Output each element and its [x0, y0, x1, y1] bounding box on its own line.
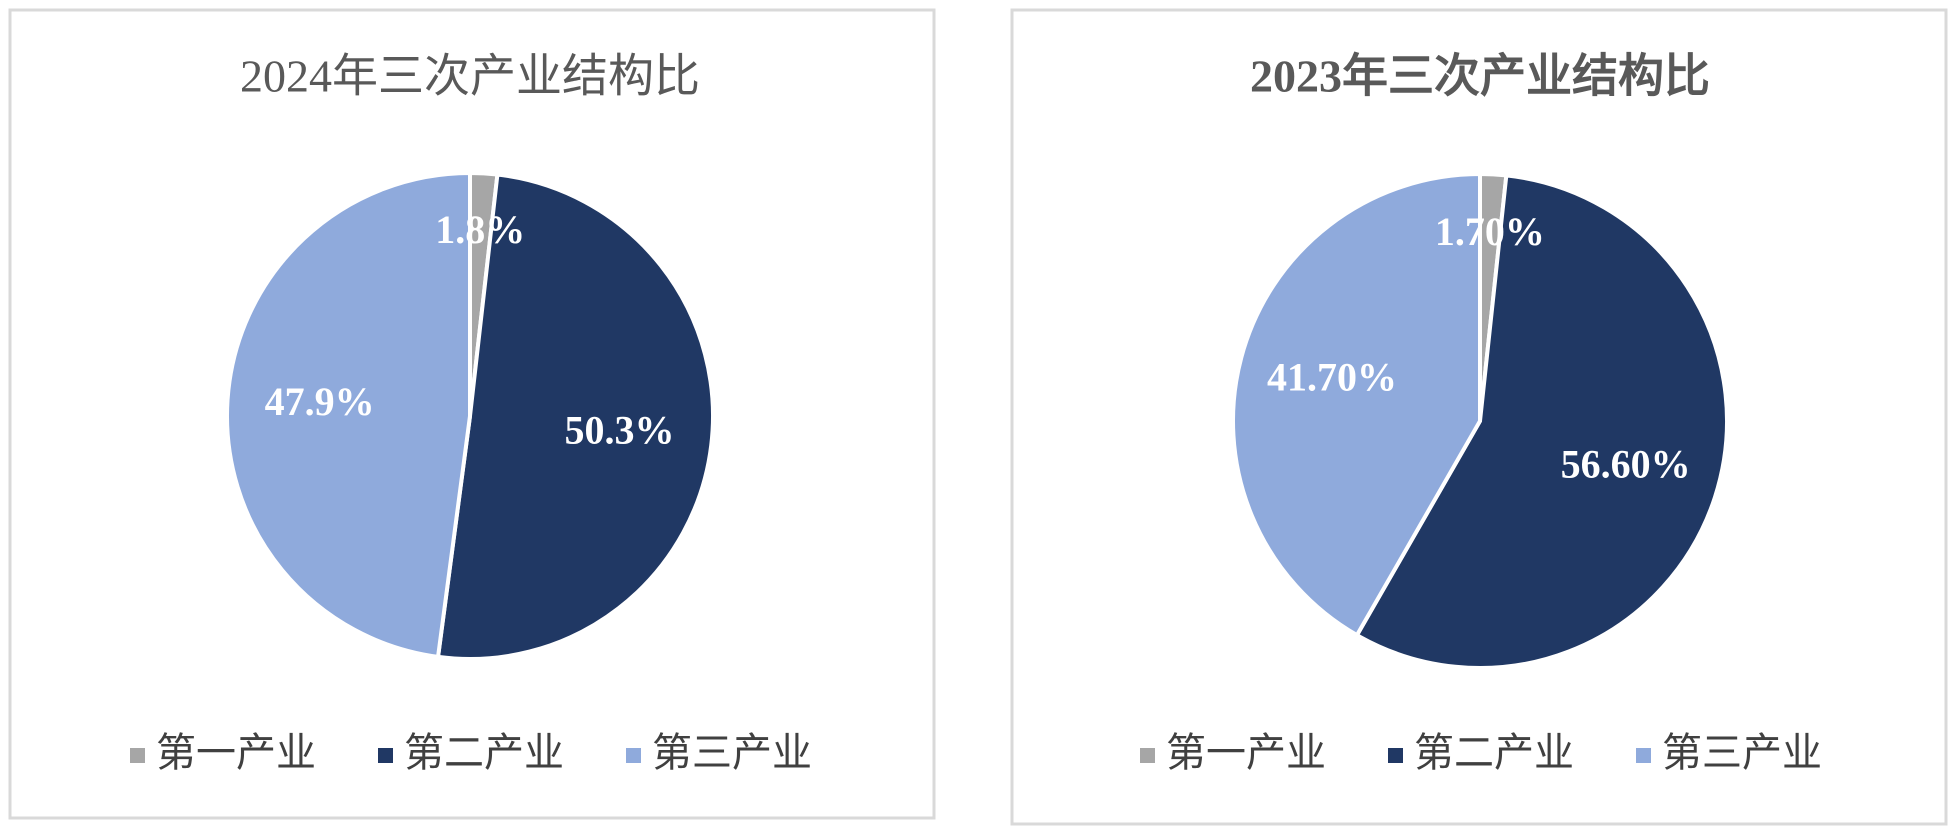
legend-label: 第三产业	[652, 730, 812, 775]
pie-slice	[435, 172, 715, 661]
data-label: 47.9%	[265, 379, 375, 424]
legend-swatch	[1140, 748, 1155, 763]
legend-label: 第二产业	[404, 730, 564, 775]
legend-swatch	[626, 748, 641, 763]
legend-label: 第三产业	[1662, 730, 1822, 775]
pie-slice	[1354, 173, 1730, 671]
pie-slice	[1231, 171, 1482, 638]
data-label: 41.70%	[1267, 355, 1397, 400]
data-label: 1.8%	[435, 207, 525, 252]
legend-swatch	[1388, 748, 1403, 763]
data-label: 56.60%	[1561, 441, 1691, 486]
legend-label: 第一产业	[156, 730, 316, 775]
data-label: 50.3%	[565, 408, 675, 453]
legend-label: 第一产业	[1166, 730, 1326, 775]
chart-title: 2024年三次产业结构比	[240, 51, 700, 102]
pie-slice	[225, 170, 472, 660]
data-label: 1.70%	[1435, 209, 1545, 254]
legend-label: 第二产业	[1414, 730, 1574, 775]
legend-swatch	[130, 748, 145, 763]
legend-swatch	[378, 748, 393, 763]
chart-title: 2023年三次产业结构比	[1250, 51, 1710, 102]
legend-swatch	[1636, 748, 1651, 763]
